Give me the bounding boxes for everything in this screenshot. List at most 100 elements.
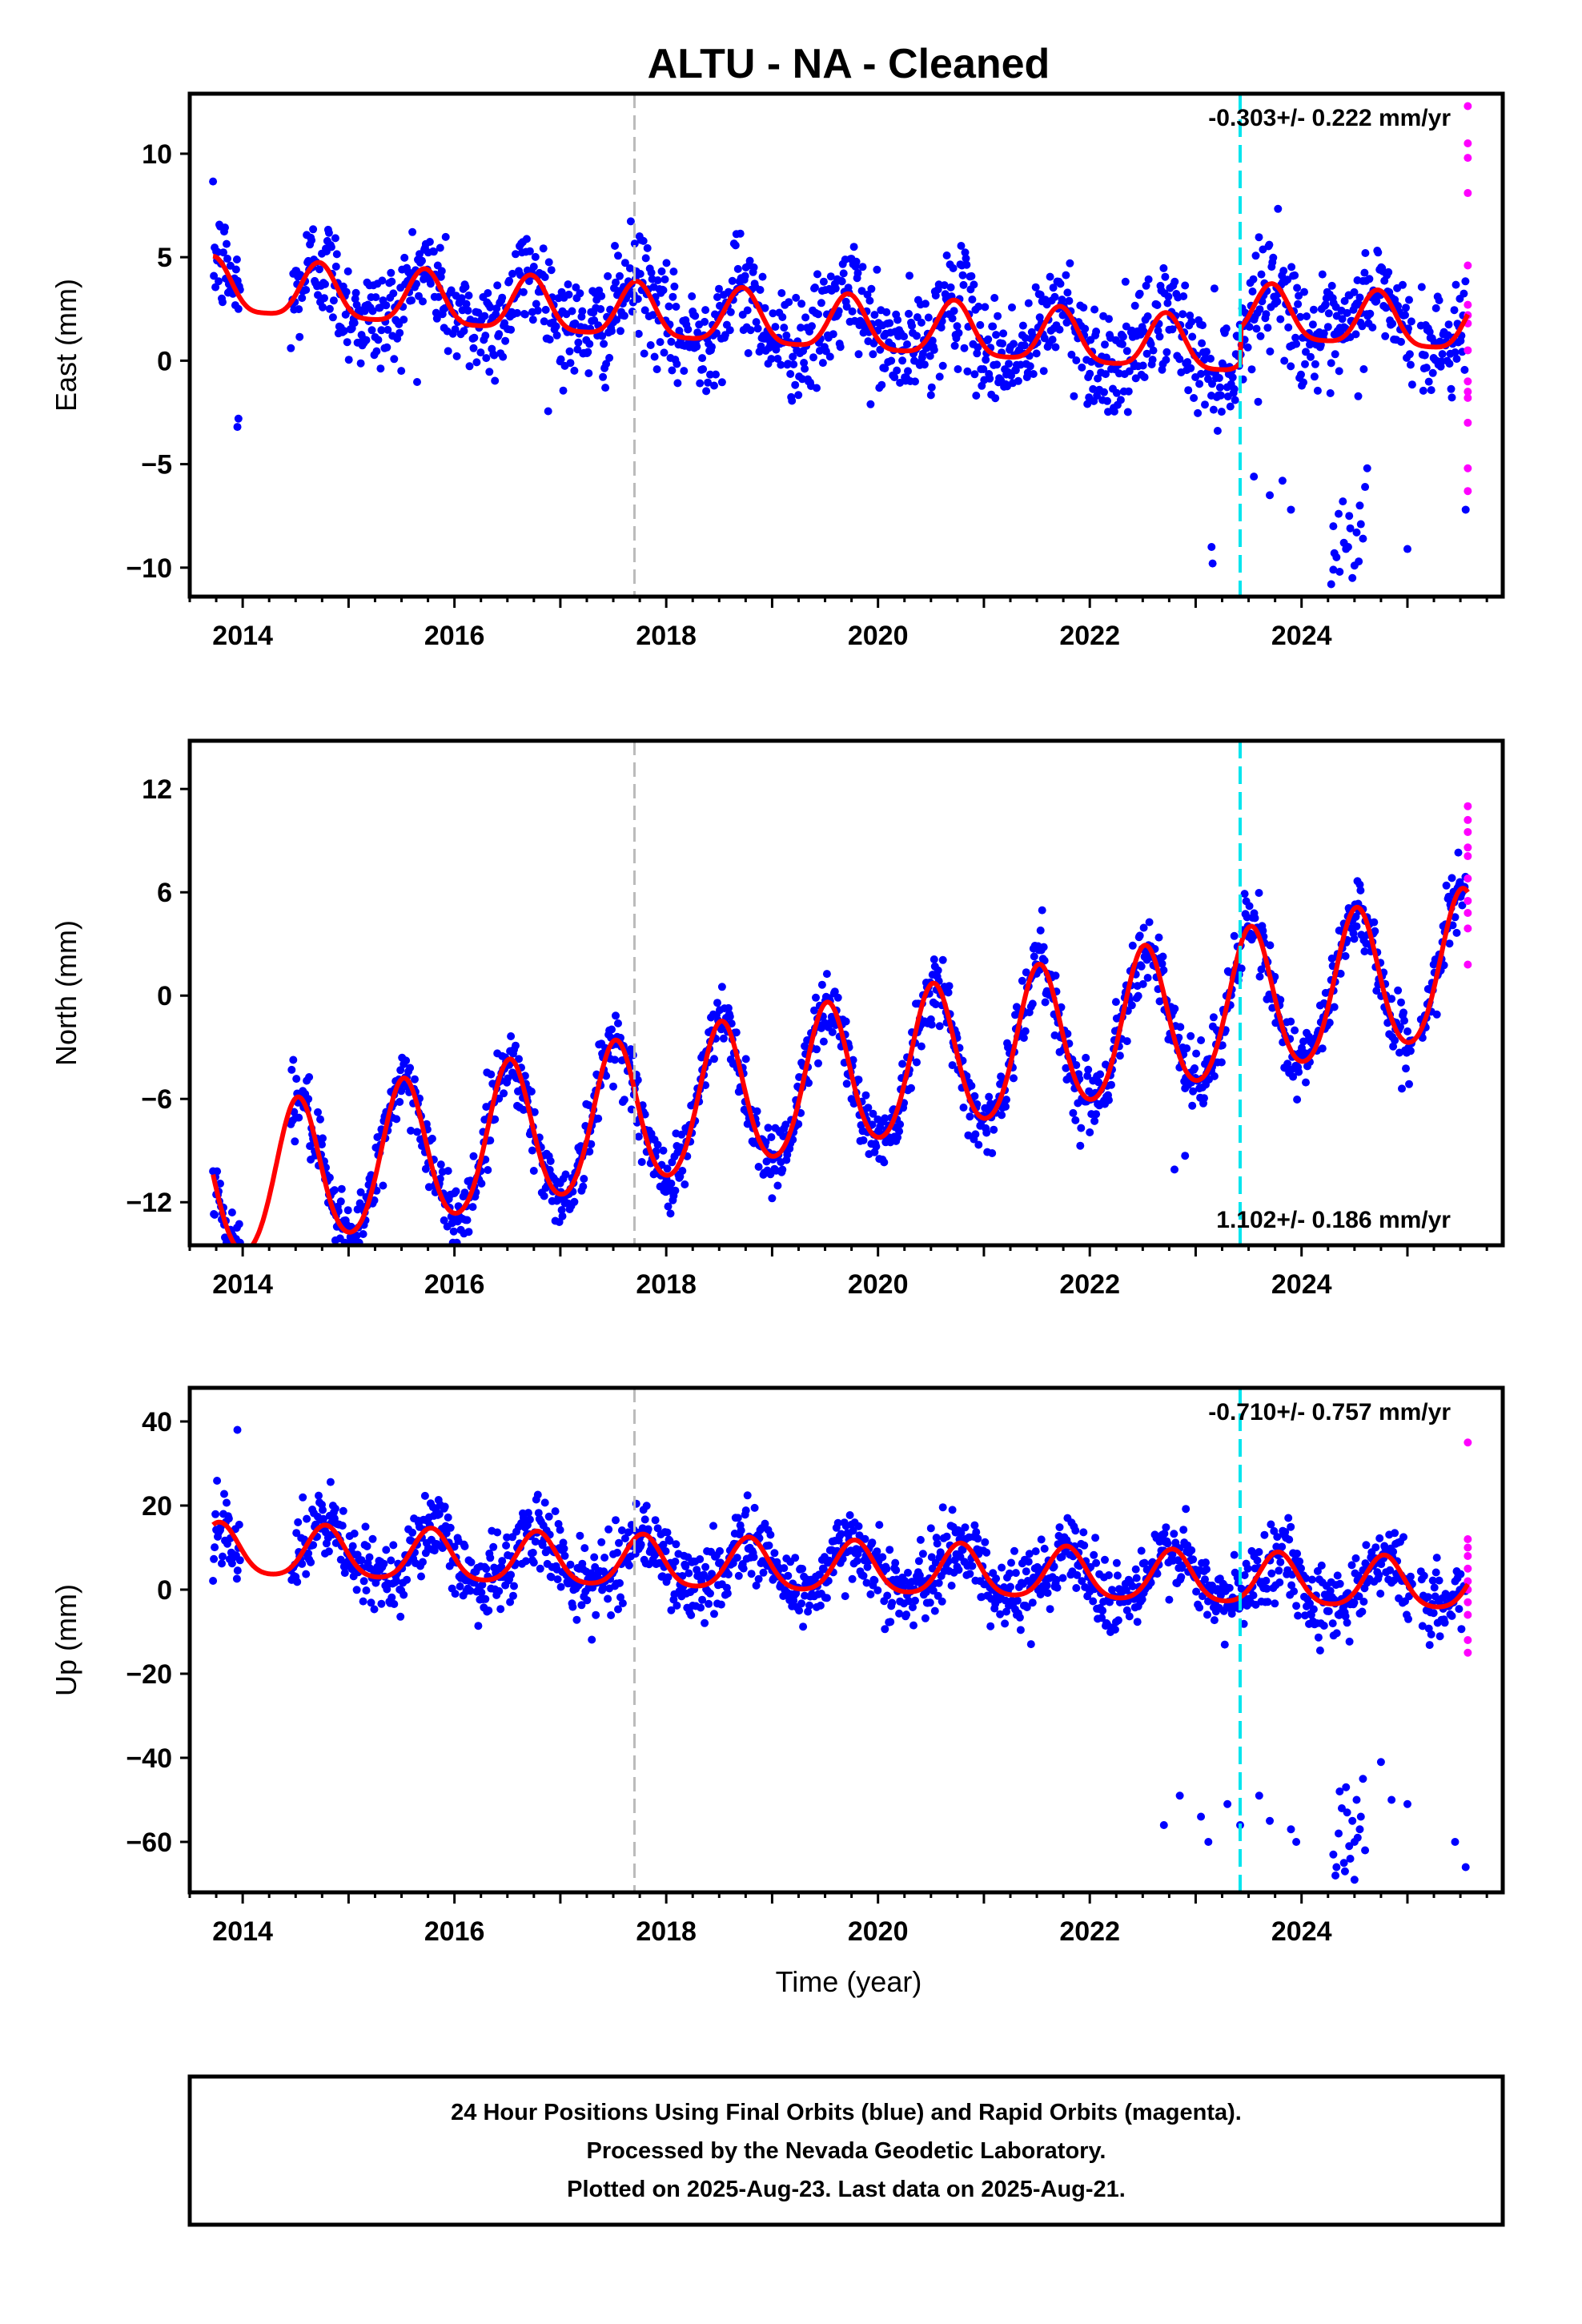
- east-data-point: [1018, 321, 1027, 330]
- north-data-point: [396, 1066, 405, 1075]
- east-data-point: [1257, 270, 1266, 279]
- up-data-point: [560, 1551, 569, 1560]
- north-data-point: [828, 1027, 837, 1036]
- east-data-point: [743, 306, 752, 315]
- up-data-point: [750, 1503, 759, 1512]
- east-data-point: [351, 295, 359, 304]
- east-data-point: [525, 247, 534, 255]
- east-data-point: [819, 277, 828, 286]
- x-axis-label: Time (year): [776, 1965, 922, 1998]
- up-y-axis-label: Up (mm): [50, 1584, 82, 1696]
- east-data-point: [1112, 388, 1121, 397]
- north-data-point: [570, 1197, 579, 1206]
- north-data-point: [1370, 918, 1379, 927]
- up-data-point: [363, 1542, 371, 1550]
- east-data-point: [1447, 393, 1456, 402]
- east-data-point: [801, 313, 810, 322]
- east-data-point: [930, 345, 938, 354]
- east-rapid-orbit-point: [1464, 393, 1472, 402]
- east-outlier-point: [1356, 520, 1365, 529]
- up-data-point: [766, 1530, 775, 1539]
- east-outlier-point: [1329, 522, 1338, 531]
- east-data-point: [1143, 312, 1152, 320]
- east-data-point: [668, 366, 677, 375]
- up-data-point: [624, 1561, 633, 1570]
- up-data-point: [805, 1601, 813, 1610]
- up-data-point: [636, 1540, 645, 1549]
- north-data-point: [1191, 1064, 1199, 1072]
- east-data-point: [1460, 289, 1468, 298]
- north-data-point: [944, 988, 953, 997]
- east-data-point: [913, 332, 921, 340]
- up-data-point: [389, 1541, 398, 1550]
- north-data-point: [778, 1165, 787, 1174]
- north-data-point: [1197, 1036, 1206, 1044]
- east-data-point: [1014, 376, 1022, 385]
- north-data-point: [528, 1146, 536, 1155]
- up-data-point: [450, 1542, 459, 1551]
- east-data-point: [602, 360, 611, 368]
- up-data-point: [1022, 1567, 1030, 1576]
- north-data-point: [893, 1133, 902, 1142]
- east-data-point: [927, 383, 936, 392]
- up-data-point: [359, 1597, 367, 1606]
- east-data-point: [1292, 340, 1301, 348]
- up-data-point: [218, 1559, 226, 1568]
- east-data-point: [786, 370, 795, 378]
- up-data-point: [909, 1621, 917, 1630]
- north-data-point: [587, 1140, 596, 1148]
- east-data-point: [931, 292, 940, 300]
- up-data-point: [972, 1528, 981, 1537]
- east-data-point: [1222, 324, 1231, 333]
- east-data-point: [520, 310, 529, 319]
- up-data-point: [1112, 1558, 1121, 1567]
- east-data-point: [1199, 321, 1207, 330]
- up-data-point: [467, 1558, 476, 1566]
- east-data-point: [1103, 396, 1111, 405]
- north-plot-frame: [187, 738, 1505, 1248]
- north-data-point: [1038, 906, 1046, 915]
- up-data-point: [845, 1511, 854, 1519]
- up-data-point: [613, 1548, 621, 1557]
- east-outlier-point: [1266, 491, 1275, 500]
- up-outlier-point: [1292, 1838, 1301, 1846]
- east-data-point: [866, 400, 875, 408]
- east-data-point: [986, 374, 994, 383]
- north-data-point: [1445, 939, 1454, 948]
- east-data-point: [1431, 304, 1440, 312]
- east-data-point: [387, 277, 396, 286]
- east-data-point: [640, 349, 648, 358]
- east-data-point: [493, 281, 502, 290]
- up-data-point: [446, 1523, 455, 1532]
- up-data-point: [533, 1490, 542, 1499]
- north-data-point: [754, 1163, 763, 1171]
- north-data-point: [934, 966, 942, 975]
- up-data-point: [481, 1594, 490, 1603]
- up-data-point: [534, 1509, 543, 1518]
- east-data-point: [653, 276, 662, 284]
- north-data-point: [653, 1140, 662, 1149]
- east-data-point: [673, 379, 682, 388]
- north-data-point: [833, 993, 842, 1002]
- north-data-point: [783, 1150, 792, 1159]
- north-data-point: [741, 1055, 750, 1063]
- east-data-point: [1326, 389, 1335, 397]
- up-data-point: [1284, 1514, 1293, 1522]
- east-data-point: [646, 341, 655, 349]
- up-data-point: [521, 1557, 530, 1566]
- east-data-point: [1251, 251, 1260, 260]
- up-outlier-point: [1329, 1850, 1338, 1859]
- up-data-point: [819, 1565, 828, 1574]
- up-data-point: [1432, 1554, 1441, 1562]
- east-data-point: [684, 325, 693, 334]
- north-data-point: [1452, 928, 1461, 937]
- east-data-point: [959, 280, 968, 289]
- east-outlier-point: [1361, 483, 1370, 492]
- east-data-point: [223, 239, 231, 248]
- east-data-point: [1307, 352, 1315, 361]
- north-data-point: [633, 1076, 642, 1084]
- east-data-point: [1102, 370, 1110, 379]
- north-data-point: [1154, 933, 1163, 942]
- east-data-point: [950, 341, 959, 350]
- east-data-point: [485, 368, 494, 376]
